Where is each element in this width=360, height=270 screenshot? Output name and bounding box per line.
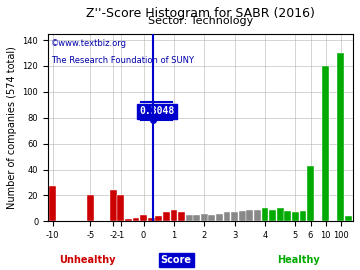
Bar: [49, 186, 56, 221]
Bar: [322, 66, 329, 221]
Bar: [300, 211, 306, 221]
Bar: [148, 218, 154, 221]
Text: 0.3048: 0.3048: [139, 106, 174, 116]
Bar: [269, 210, 276, 221]
Bar: [156, 216, 162, 221]
Bar: [231, 212, 238, 221]
Bar: [171, 210, 177, 221]
Bar: [284, 211, 291, 221]
Text: The Research Foundation of SUNY: The Research Foundation of SUNY: [51, 56, 194, 65]
Bar: [163, 212, 170, 221]
Bar: [239, 211, 246, 221]
Bar: [186, 215, 193, 221]
Text: Unhealthy: Unhealthy: [59, 255, 116, 265]
Y-axis label: Number of companies (574 total): Number of companies (574 total): [7, 46, 17, 209]
Bar: [277, 208, 284, 221]
Text: Score: Score: [161, 255, 192, 265]
Bar: [292, 212, 299, 221]
Text: ©www.textbiz.org: ©www.textbiz.org: [51, 39, 127, 48]
Bar: [140, 215, 147, 221]
Bar: [262, 208, 269, 221]
Bar: [216, 214, 223, 221]
Bar: [125, 219, 132, 221]
Bar: [193, 215, 200, 221]
Bar: [345, 216, 352, 221]
Bar: [208, 215, 215, 221]
Title: Z''-Score Histogram for SABR (2016): Z''-Score Histogram for SABR (2016): [86, 7, 315, 20]
Bar: [337, 53, 344, 221]
Bar: [117, 195, 124, 221]
Bar: [201, 214, 208, 221]
Bar: [110, 190, 117, 221]
Bar: [87, 195, 94, 221]
Text: Sector: Technology: Sector: Technology: [148, 16, 253, 26]
Bar: [178, 212, 185, 221]
Text: Healthy: Healthy: [277, 255, 320, 265]
Bar: [224, 212, 230, 221]
Bar: [254, 210, 261, 221]
Bar: [247, 210, 253, 221]
Bar: [132, 218, 139, 221]
Bar: [307, 166, 314, 221]
